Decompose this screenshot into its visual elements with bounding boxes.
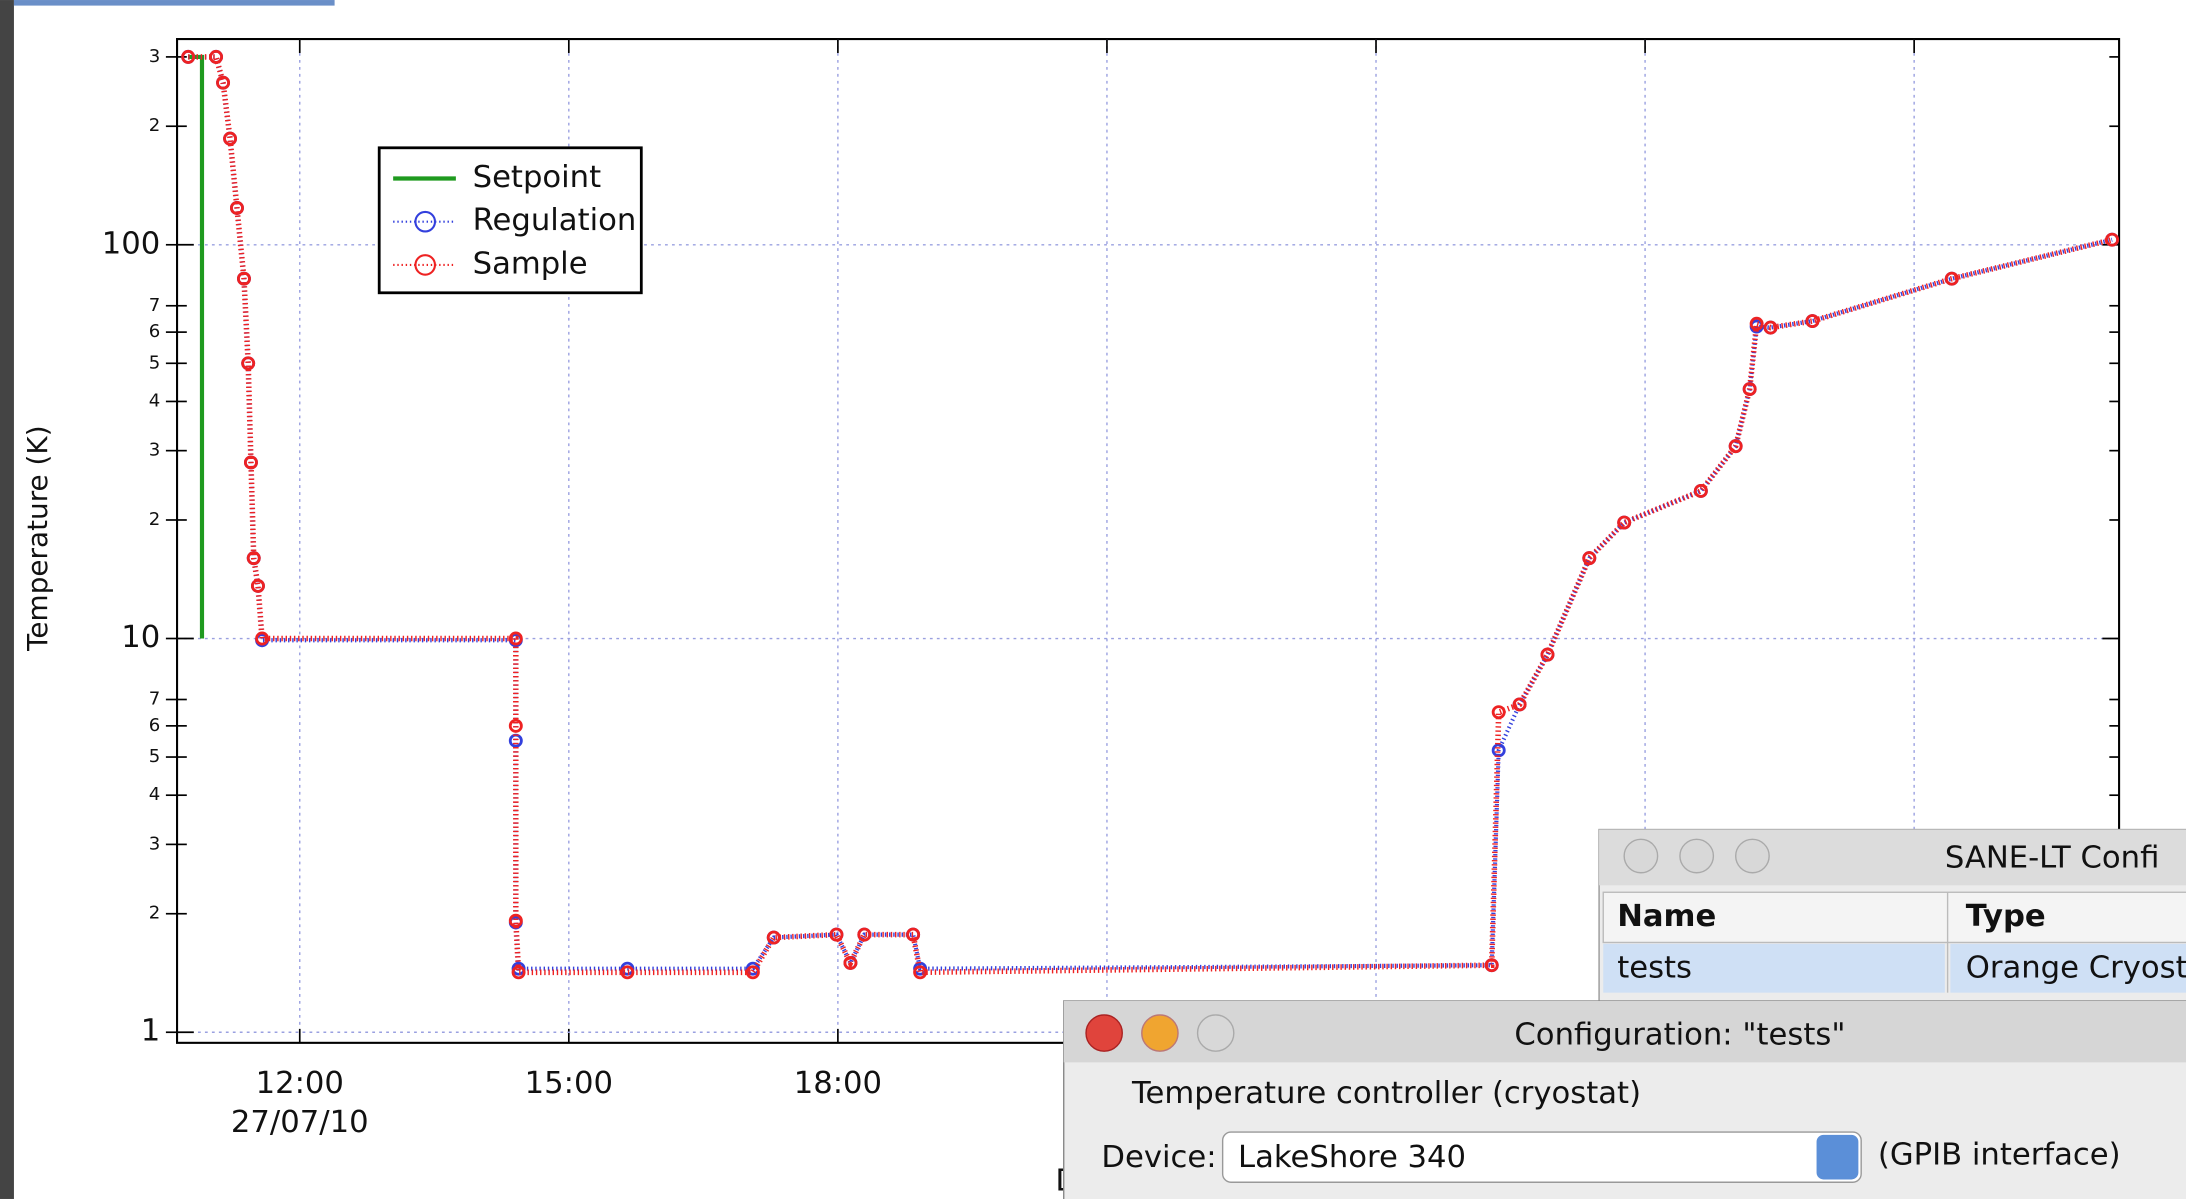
data-point [1484,958,1499,973]
data-point [241,356,256,371]
data-point [766,930,781,945]
data-point [1491,705,1506,720]
close-button[interactable] [1623,838,1659,874]
data-point [1749,316,1764,331]
y-tick-label: 7 [149,689,161,710]
data-point [508,913,523,928]
data-point [508,718,523,733]
y-tick-label: 100 [102,226,161,261]
y-tick-label: 6 [149,715,161,736]
y-tick-label: 4 [149,390,161,411]
data-point [913,965,928,980]
y-tick-label: 3 [149,440,161,461]
data-point [1540,647,1555,662]
column-header[interactable]: Name [1617,899,1716,934]
field-note: (GPIB interface) [1878,1137,2121,1172]
selected-row[interactable] [1603,943,1945,993]
data-point [243,455,258,470]
minimize-button[interactable] [1141,1014,1179,1052]
data-point [236,271,251,286]
minimize-button[interactable] [1679,838,1715,874]
data-point [620,965,635,980]
y-tick-label: 6 [149,321,161,342]
y-tick-label: 1 [141,1014,161,1049]
y-tick-label: 2 [149,903,161,924]
field-label: Device: [1101,1140,1216,1175]
data-point [745,965,760,980]
y-tick-label: 7 [149,295,161,316]
window-edge [0,0,14,1199]
data-point [1512,697,1527,712]
section-label: Temperature controller (cryostat) [1131,1076,1641,1111]
window-title: Configuration: "tests" [1514,1017,1845,1052]
y-tick-label: 4 [149,784,161,805]
legend: Setpoint Regulation Sample [377,146,643,295]
select-arrows[interactable] [1816,1134,1859,1180]
column-header[interactable]: Type [1966,899,2046,934]
close-button[interactable] [1085,1014,1123,1052]
device-select[interactable] [1221,1131,1862,1183]
data-point [246,551,261,566]
select-value: LakeShore 340 [1238,1140,1466,1175]
y-tick-label: 10 [121,620,160,655]
data-point [255,631,270,646]
selected-row[interactable] [1950,943,2186,993]
y-axis-label: Temperature (K) [21,425,54,651]
data-point [223,131,238,146]
data-point [843,955,858,970]
data-point [209,49,224,64]
zoom-button[interactable] [1196,1014,1235,1052]
data-point [181,49,196,64]
x-tick-label: 15:00 [525,1066,613,1101]
y-tick-label: 2 [149,509,161,530]
data-point [250,578,265,593]
window-edge [13,0,335,6]
table-cell: tests [1617,950,1692,985]
data-point [508,631,523,646]
y-tick-label: 3 [149,46,161,67]
data-point [1805,314,1820,329]
config-window: Configuration: "tests" Temperature contr… [1063,1000,2186,1199]
data-point [229,201,244,215]
data-point [1944,271,1959,286]
x-tick-label: 12:00 [256,1066,344,1101]
legend-label: Regulation [473,203,637,238]
legend-swatch [414,254,437,276]
data-point [906,927,921,942]
legend-box [377,146,643,295]
window-title: SANE-LT Confi [1945,840,2160,875]
legend-swatch [414,210,437,233]
data-point [1728,439,1743,454]
data-point [829,927,844,942]
data-point [2105,232,2120,247]
title-bar [1063,1001,2186,1063]
series-line [188,54,2113,976]
table-header [1602,891,2186,944]
legend-label: Sample [473,246,588,281]
data-point [1582,551,1597,566]
data-point [216,75,231,90]
x-tick-label: 18:00 [794,1066,882,1101]
y-tick-label: 5 [149,352,161,373]
data-point [857,927,872,942]
data-point [1742,382,1757,397]
data-point [1693,483,1708,498]
table-cell: Orange Cryost [1966,950,2186,985]
data-point [1617,515,1632,530]
data-point [511,965,526,980]
data-point [1763,320,1778,335]
zoom-button[interactable] [1734,838,1770,874]
x-date-label: 27/07/10 [231,1105,369,1140]
y-tick-label: 2 [149,115,161,136]
y-tick-label: 3 [149,833,161,854]
legend-label: Setpoint [473,160,602,195]
y-tick-label: 5 [149,746,161,767]
